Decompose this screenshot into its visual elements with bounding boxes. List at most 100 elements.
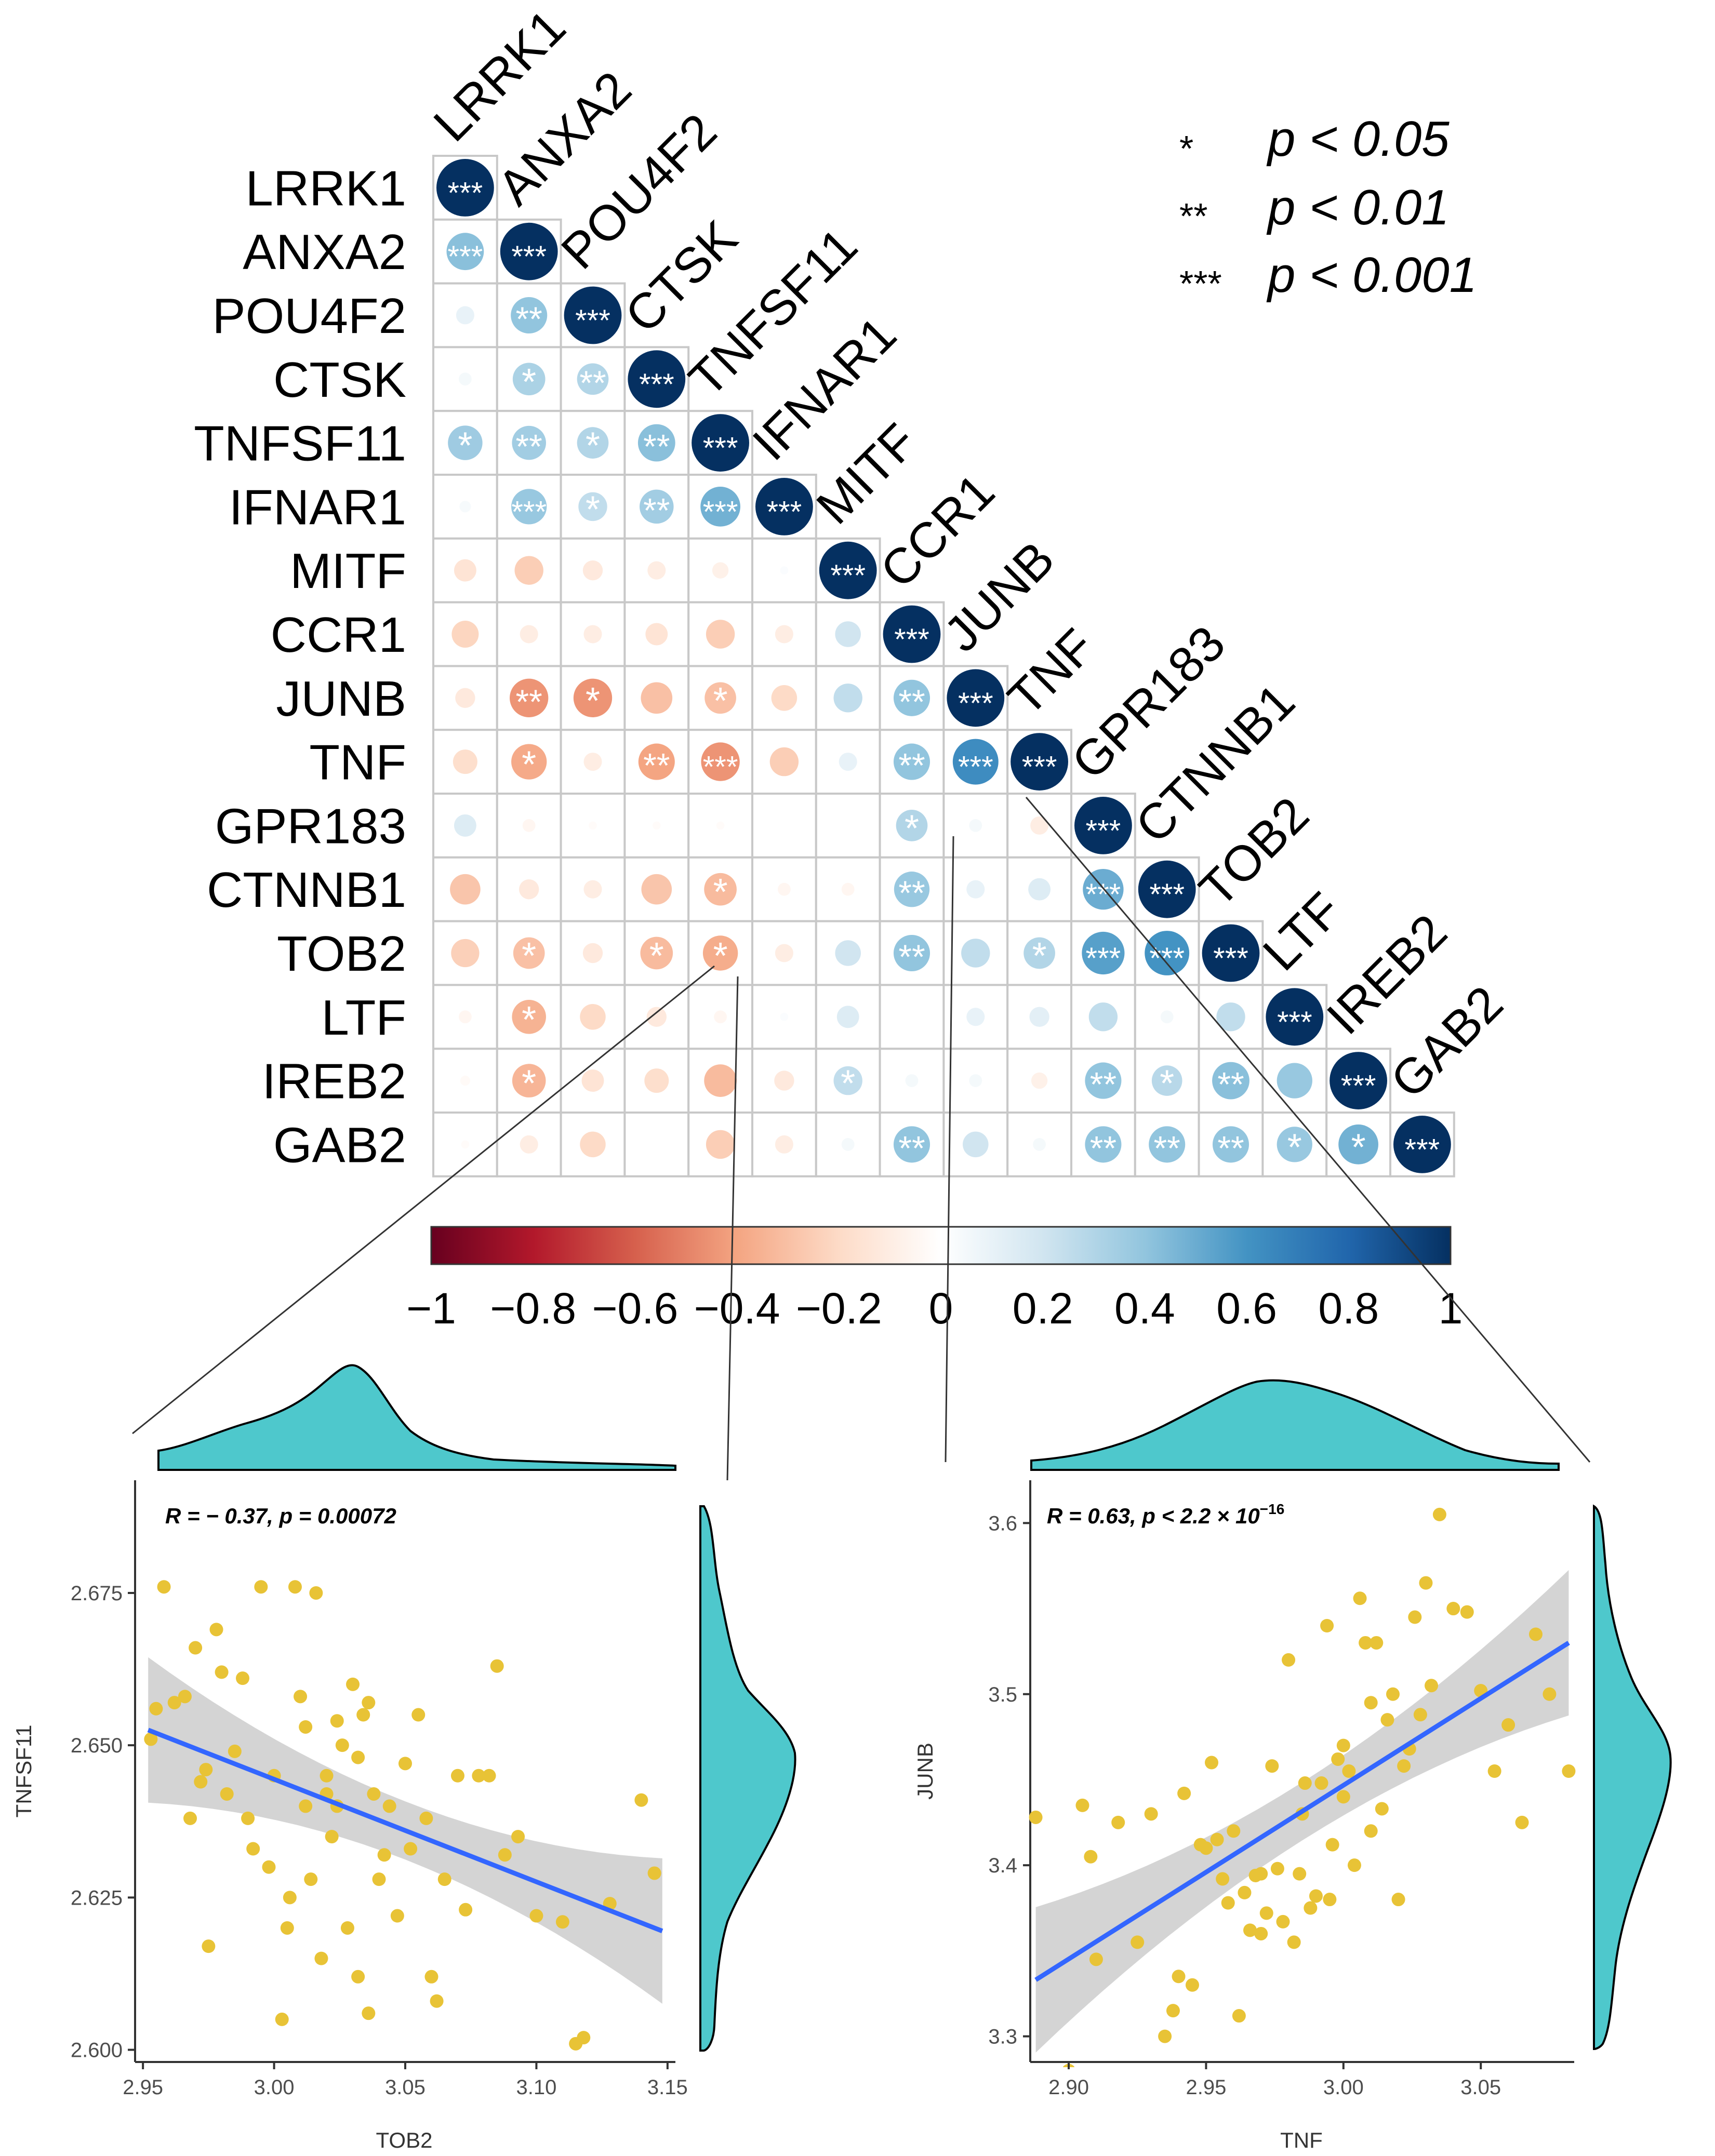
scatter-point — [1276, 1914, 1290, 1929]
scatter-point — [1254, 1926, 1268, 1940]
significance-stars: * — [522, 1063, 536, 1105]
legend-label-1: p < 0.05 — [1266, 111, 1450, 167]
correlation-circle — [1277, 1127, 1312, 1162]
correlation-circle — [1033, 1138, 1046, 1151]
x-tick-label: 3.00 — [1323, 2076, 1364, 2099]
scatter-point — [330, 1714, 344, 1728]
scatter-point — [1243, 1923, 1257, 1937]
scatter-point — [367, 1787, 381, 1801]
correlation-circle — [716, 821, 725, 830]
y-tick-label: 3.6 — [988, 1512, 1017, 1535]
regression-line — [147, 1728, 663, 1934]
significance-stars: *** — [1086, 878, 1121, 912]
scatter-point — [529, 1909, 543, 1923]
scatter-point — [275, 2012, 289, 2026]
scatter-point — [299, 1720, 313, 1734]
correlation-circle — [511, 489, 547, 525]
correlation-circle — [1031, 1072, 1048, 1089]
legend-stars-2: ** — [1179, 196, 1207, 236]
colorbar-tick-label: −0.6 — [592, 1284, 678, 1333]
correlation-circle — [835, 940, 861, 966]
y-tick-label: 2.650 — [71, 1734, 123, 1757]
scatter-point — [1232, 2009, 1246, 2023]
stat-annotation-left: R = − 0.37, p = 0.00072 — [165, 1504, 396, 1528]
significance-stars: ** — [1217, 1065, 1244, 1104]
scatter-point — [189, 1641, 203, 1655]
correlation-circle — [637, 424, 675, 462]
scatter-point — [335, 1738, 349, 1752]
significance-stars: ** — [898, 1129, 925, 1167]
correlation-circle — [647, 561, 666, 580]
x-tick-label: 3.00 — [254, 2076, 295, 2099]
correlation-circle — [835, 621, 861, 647]
scatter-point — [419, 1811, 433, 1825]
row-label: LTF — [321, 990, 406, 1046]
significance-stars: *** — [1086, 942, 1121, 975]
significance-stars: *** — [1149, 878, 1185, 912]
scatter-point — [424, 1970, 438, 1984]
significance-stars: *** — [830, 559, 866, 593]
scatter-point — [235, 1671, 249, 1685]
correlation-circle — [446, 233, 484, 271]
correlation-circle — [1266, 988, 1324, 1046]
correlation-circle — [652, 821, 661, 830]
significance-stars: *** — [1086, 814, 1121, 848]
correlation-circle — [1082, 931, 1125, 975]
scatter-point — [1293, 1867, 1307, 1881]
scatter-point — [228, 1744, 242, 1758]
significance-stars: ** — [1090, 1129, 1116, 1167]
correlation-circle — [580, 1004, 606, 1030]
heatmap-cell — [623, 1112, 690, 1177]
stat-exp-right: −16 — [1260, 1501, 1285, 1517]
scatter-point — [202, 1939, 216, 1953]
connector-left-b — [726, 976, 739, 1481]
legend-label-3: p < 0.001 — [1266, 247, 1477, 303]
significance-stars: * — [458, 425, 472, 467]
correlation-circle — [969, 1074, 982, 1087]
significance-stars: ** — [643, 427, 670, 466]
stat-r-left: R = − 0.37, — [165, 1504, 279, 1528]
significance-stars: * — [1160, 1063, 1174, 1105]
scatter-point — [1320, 1619, 1334, 1632]
significance-stars: *** — [511, 240, 547, 274]
y-tick-label: 2.600 — [71, 2039, 123, 2062]
significance-stars: * — [522, 935, 536, 977]
scatter-point — [320, 1769, 334, 1783]
correlation-circle — [456, 306, 474, 325]
correlation-circle — [641, 682, 673, 714]
scatter-point — [459, 1903, 473, 1917]
significance-stars: *** — [1022, 751, 1057, 784]
significance-stars: * — [522, 999, 536, 1041]
scatter-point — [1254, 1867, 1268, 1881]
correlation-circle — [512, 1064, 546, 1097]
scatter-point — [178, 1690, 192, 1704]
correlation-circle — [1028, 878, 1051, 901]
scatter-point — [254, 1580, 268, 1594]
correlation-circle — [947, 669, 1005, 727]
correlation-circle — [712, 562, 729, 579]
x-axis-label-left: TOB2 — [376, 2128, 433, 2152]
significance-stars: ** — [898, 746, 925, 785]
significance-stars: * — [905, 808, 919, 849]
significance-stars: * — [586, 425, 600, 467]
scatter-point — [1158, 2029, 1172, 2043]
scatter-point — [1265, 1759, 1279, 1773]
scatter-point — [1359, 1636, 1373, 1650]
correlation-circle — [640, 489, 674, 524]
significance-stars: *** — [894, 623, 929, 657]
scatter-point — [194, 1775, 208, 1789]
colorbar-ticks: −1 −0.8 −0.6 −0.4 −0.2 0 0.2 0.4 0.6 0.8 1 — [406, 1284, 1463, 1333]
scatter-point — [498, 1848, 512, 1862]
significance-stars: ** — [643, 746, 670, 785]
correlation-circle — [1330, 1052, 1388, 1109]
row-label: IREB2 — [262, 1054, 406, 1109]
heatmap-cell — [432, 856, 498, 922]
correlation-circle — [646, 1007, 667, 1027]
correlation-circle — [436, 159, 494, 217]
scatter-point — [1210, 1832, 1224, 1846]
significance-stars: * — [713, 680, 728, 722]
correlation-circle — [775, 1135, 793, 1154]
scatter-point — [372, 1872, 386, 1886]
correlation-circle — [775, 944, 793, 962]
correlation-circle — [641, 874, 672, 905]
